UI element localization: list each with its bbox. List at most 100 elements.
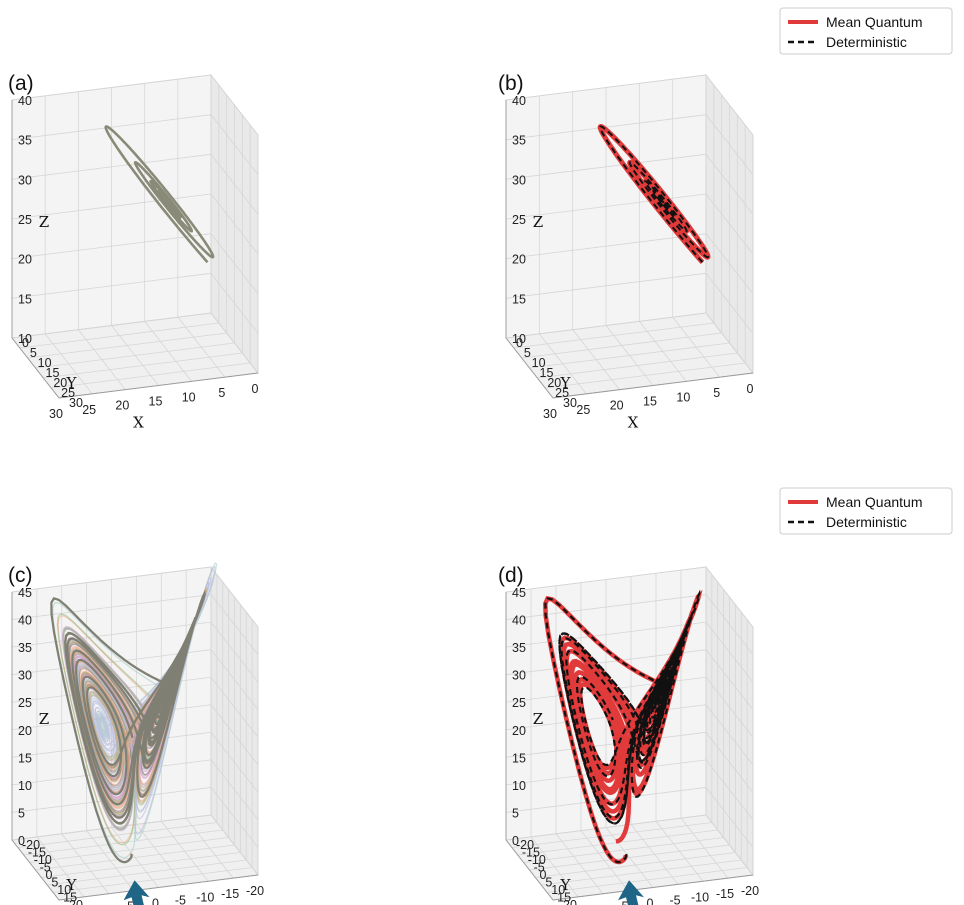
- gridline-z-ywall: [705, 621, 754, 683]
- x-tick-label: -5: [175, 893, 186, 905]
- x-tick-label: -15: [716, 887, 734, 901]
- gridline-y-floor: [47, 859, 247, 886]
- gridline-z-xwall: [505, 312, 707, 339]
- panel-label: (d): [498, 564, 524, 587]
- z-tick-label: 20: [18, 724, 32, 738]
- x-axis-line: [552, 372, 754, 399]
- gridline-z-xwall: [11, 566, 212, 593]
- z-tick-label: 5: [18, 806, 25, 820]
- gridline-z-xwall: [11, 114, 212, 141]
- z-axis-title: Z: [533, 213, 543, 231]
- x-tick-label: 0: [152, 897, 159, 905]
- gridline-z-ywall: [210, 594, 259, 655]
- x-tick-label: -20: [741, 884, 759, 898]
- x-tick-label: -20: [246, 884, 264, 898]
- y-tick-label: 15: [540, 366, 554, 380]
- z-tick-label: 40: [18, 94, 32, 108]
- gridline-y-floor: [29, 837, 229, 863]
- x-tick-label: 5: [218, 386, 225, 400]
- legend-box: [779, 7, 953, 55]
- x-tick-label: 0: [647, 897, 654, 905]
- gridline-z-xwall: [11, 621, 212, 648]
- z-tick-label: 15: [18, 292, 32, 306]
- z-tick-label: 40: [512, 614, 526, 628]
- z-tick-label: 25: [512, 213, 526, 227]
- x-tick-label: 5: [622, 900, 629, 905]
- y-axis-title: Y: [66, 374, 78, 392]
- gridline-z-ywall: [210, 676, 259, 738]
- gridline-y-floor: [521, 332, 722, 359]
- y-axis-title: Y: [560, 374, 572, 392]
- x-tick-label: 5: [713, 386, 720, 400]
- x-tick-label: -15: [221, 887, 239, 901]
- x-tick-label: 0: [252, 382, 259, 396]
- y-tick-label: -10: [528, 853, 546, 867]
- z-axis-title: Z: [39, 213, 49, 231]
- y-tick-label: 25: [555, 386, 569, 400]
- gridline-y-floor: [17, 822, 217, 848]
- gridline-z-ywall: [210, 759, 259, 821]
- gridline-z-ywall: [705, 312, 754, 374]
- gridline-z-xwall: [11, 193, 212, 220]
- x-tick-label: 10: [182, 390, 196, 404]
- y-tick-label: -5: [40, 861, 51, 875]
- gridline-z-ywall: [210, 566, 259, 628]
- y-tick-label: 25: [61, 386, 75, 400]
- panel-label: (b): [498, 72, 524, 95]
- gridline-z-xwall: [11, 272, 212, 299]
- z-tick-label: 5: [512, 806, 519, 820]
- gridline-z-xwall: [11, 153, 212, 180]
- x-axis-line: [552, 874, 754, 901]
- y-tick-label: -10: [34, 853, 52, 867]
- y-axis-line: [505, 839, 554, 901]
- z-tick-label: 30: [512, 669, 526, 683]
- z-tick-label: 30: [18, 669, 32, 683]
- x-tick-label: 15: [149, 395, 163, 409]
- gridline-z-ywall: [705, 114, 754, 175]
- y-tick-label: 5: [545, 876, 552, 890]
- ensemble-trajectory: [50, 589, 206, 864]
- x-tick-label: 30: [49, 407, 63, 421]
- arrow-marker: [123, 880, 150, 905]
- x-tick-label: -10: [691, 890, 709, 904]
- x-tick-label: 20: [115, 399, 129, 413]
- y-tick-label: -20: [516, 838, 534, 852]
- z-tick-label: 10: [18, 332, 32, 346]
- panel-c: -20-15-10-505101520-20-15-10-50510152005…: [8, 562, 264, 905]
- z-tick-label: 40: [18, 614, 32, 628]
- y-tick-label: 20: [547, 376, 561, 390]
- gridline-y-floor: [41, 852, 241, 878]
- gridline-z-ywall: [210, 787, 259, 848]
- ensemble-trajectory: [104, 125, 215, 264]
- gridline-y-floor: [35, 342, 235, 369]
- gridline-y-floor: [513, 322, 714, 349]
- z-tick-label: 30: [512, 173, 526, 187]
- z-axis-title: Z: [39, 710, 49, 728]
- x-tick-label: -5: [669, 893, 680, 905]
- x-tick-label: 15: [643, 395, 657, 409]
- z-tick-label: 25: [512, 696, 526, 710]
- y-tick-label: 10: [57, 883, 71, 897]
- y-tick-label: 20: [563, 898, 577, 905]
- z-tick-label: 30: [18, 173, 32, 187]
- gridline-z-xwall: [505, 566, 707, 593]
- gridline-y-floor: [537, 352, 738, 379]
- gridline-y-floor: [545, 362, 746, 389]
- z-tick-label: 45: [18, 586, 32, 600]
- gridline-z-xwall: [505, 153, 707, 180]
- gridline-y-floor: [529, 342, 730, 369]
- z-tick-label: 35: [512, 641, 526, 655]
- z-tick-label: 25: [18, 696, 32, 710]
- z-tick-label: 20: [512, 724, 526, 738]
- z-tick-label: 10: [512, 779, 526, 793]
- gridline-z-xwall: [505, 731, 707, 758]
- gridline-y-floor: [53, 867, 253, 893]
- x-tick-label: 20: [610, 399, 624, 413]
- z-tick-label: 15: [512, 751, 526, 765]
- gridline-z-ywall: [705, 732, 754, 793]
- z-axis-title: Z: [533, 710, 543, 728]
- gridline-z-ywall: [705, 594, 754, 655]
- z-tick-label: 10: [18, 779, 32, 793]
- gridline-z-ywall: [210, 154, 259, 215]
- legend-entry: Mean Quantum: [826, 494, 923, 510]
